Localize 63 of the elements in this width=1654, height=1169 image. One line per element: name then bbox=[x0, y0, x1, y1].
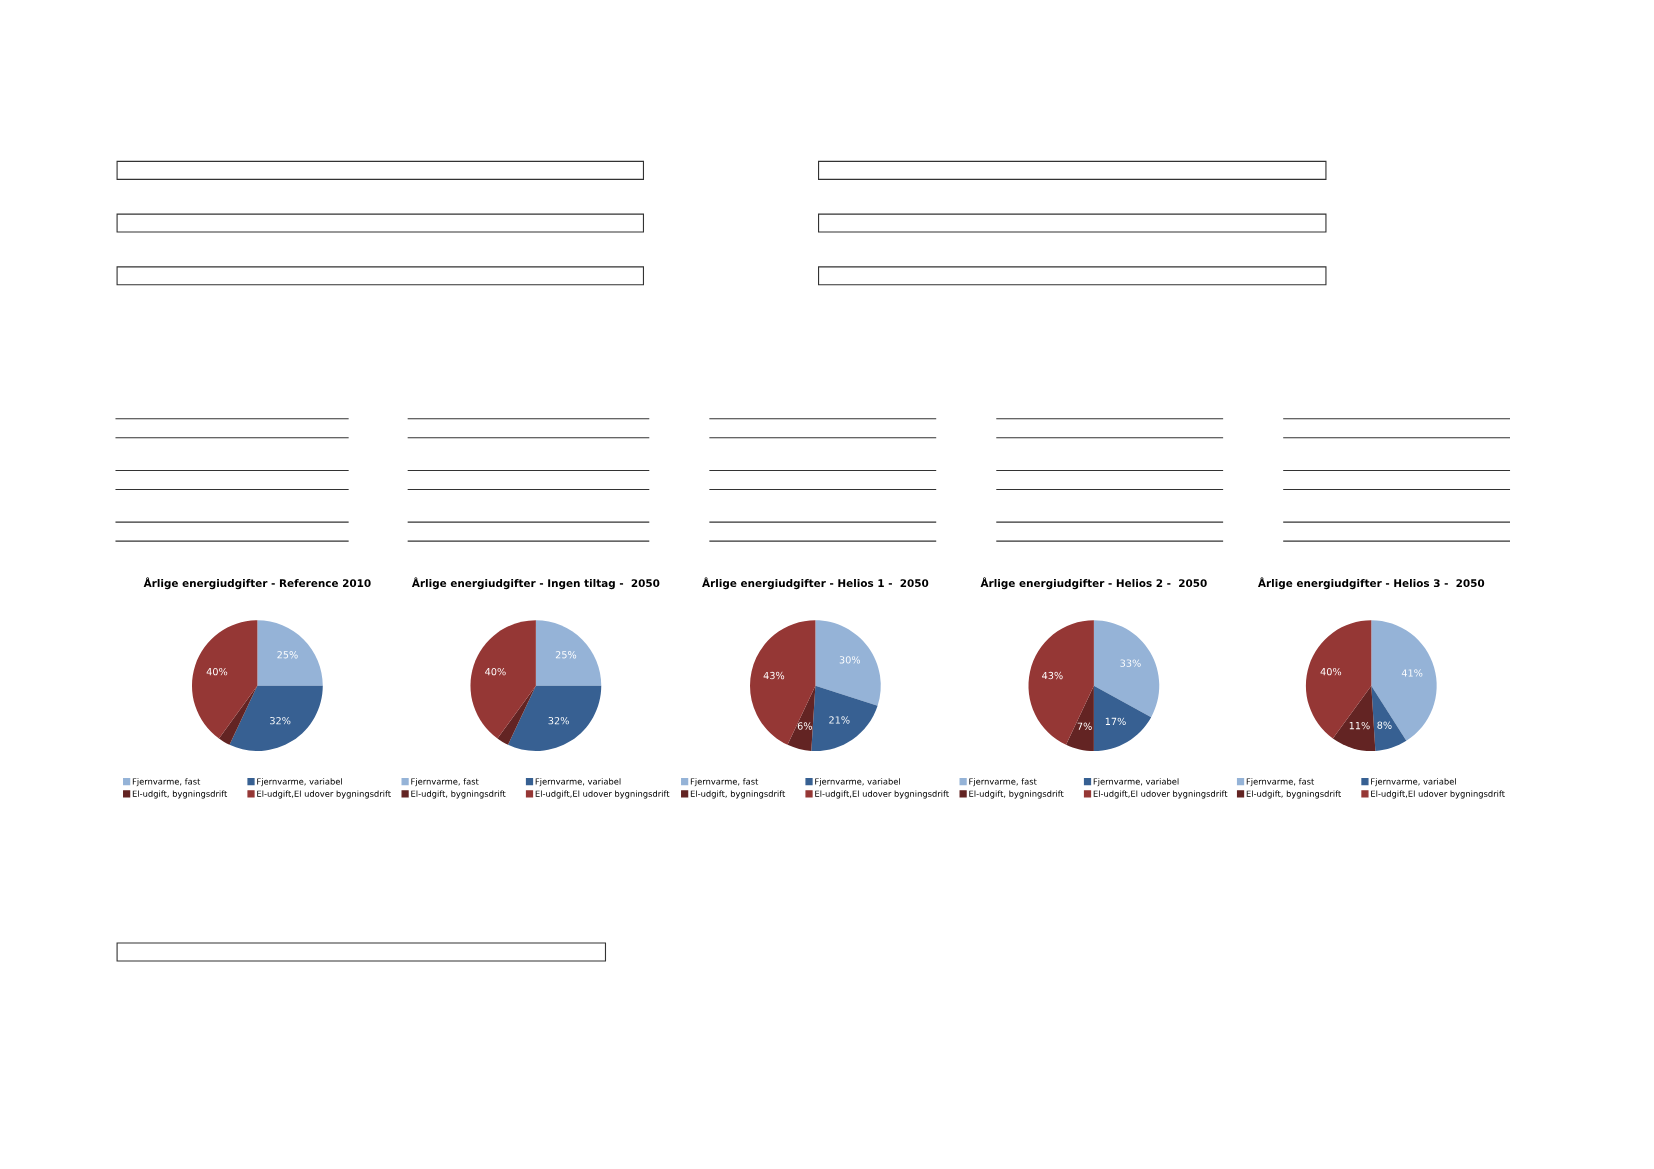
data-label: 33% bbox=[1120, 659, 1141, 667]
legend-label: Fjernvarme, variabel bbox=[815, 778, 900, 787]
data-label: 43% bbox=[1042, 671, 1063, 680]
data-label: 32% bbox=[548, 717, 569, 725]
pie-slice bbox=[508, 685, 602, 752]
data-label: 41% bbox=[1401, 669, 1423, 677]
pie-slice bbox=[1028, 620, 1094, 745]
pie-slice bbox=[535, 620, 602, 686]
legend-label: El-udgift, bygningsdrift bbox=[132, 790, 228, 799]
data-label: 32% bbox=[270, 717, 291, 725]
chart-title: Årlige energiudgifter - Ingen tiltag - 2050 bbox=[411, 577, 660, 590]
data-label: 43% bbox=[763, 671, 785, 680]
data-label: 7% bbox=[1077, 722, 1092, 730]
data-label: 8% bbox=[1377, 721, 1392, 729]
pie-slice bbox=[1093, 620, 1160, 718]
pie-slice bbox=[750, 620, 816, 745]
pie-slice bbox=[497, 685, 536, 745]
pie-slice bbox=[1305, 620, 1372, 739]
legend-label: El-udgift,El udover bygningsdrift bbox=[1371, 790, 1505, 799]
legend-label: El-udgift,El udover bygningsdrift bbox=[815, 790, 949, 799]
pie-slice bbox=[1332, 685, 1376, 752]
data-label: 11% bbox=[1349, 721, 1370, 730]
data-label: 17% bbox=[1105, 717, 1126, 726]
data-label: 40% bbox=[1320, 667, 1342, 676]
data-label: 30% bbox=[839, 656, 861, 664]
pie-slice bbox=[1371, 685, 1407, 751]
chart-title: Årlige energiudgifter - Helios 3 - 2050 bbox=[1257, 577, 1485, 590]
legend-label: Fjernvarme, fast bbox=[411, 778, 479, 787]
legend-label: El-udgift,El udover bygningsdrift bbox=[257, 790, 391, 799]
chart-title: Årlige energiudgifter - Reference 2010 bbox=[143, 577, 371, 590]
legend-label: Fjernvarme, fast bbox=[132, 778, 201, 787]
legend-label: Fjernvarme, fast bbox=[969, 778, 1037, 787]
pie-slice bbox=[1066, 685, 1094, 752]
chart-title: Årlige energiudgifter - Helios 2 - 2050 bbox=[980, 577, 1207, 590]
legend-label: El-udgift,El udover bygningsdrift bbox=[1093, 790, 1228, 799]
data-label: 6% bbox=[797, 722, 812, 730]
data-label: 25% bbox=[555, 651, 577, 659]
legend-label: Fjernvarme, variabel bbox=[1093, 778, 1179, 787]
legend-label: Fjernvarme, variabel bbox=[535, 778, 621, 787]
pie-slice bbox=[191, 620, 258, 739]
pie-slice bbox=[815, 620, 881, 706]
pie-slice bbox=[1093, 685, 1152, 752]
data-label: 40% bbox=[485, 667, 506, 676]
pie-slice bbox=[229, 685, 323, 752]
legend-label: Fjernvarme, variabel bbox=[1371, 778, 1456, 787]
data-label: 40% bbox=[206, 667, 228, 676]
data-label: 21% bbox=[829, 716, 850, 724]
pie-slice bbox=[787, 685, 816, 751]
legend-label: El-udgift, bygningsdrift bbox=[1246, 790, 1341, 799]
legend-label: Fjernvarme, fast bbox=[690, 778, 759, 787]
data-label: 25% bbox=[277, 651, 298, 659]
chart-title: Årlige energiudgifter - Helios 1 - 2050 bbox=[702, 577, 929, 590]
pie-slice bbox=[218, 685, 258, 745]
pie-slice bbox=[1371, 620, 1437, 741]
legend-label: Fjernvarme, variabel bbox=[257, 778, 342, 787]
pie-slice bbox=[811, 685, 878, 752]
legend-label: El-udgift, bygningsdrift bbox=[411, 790, 506, 799]
pie-slice bbox=[470, 620, 536, 739]
legend-label: El-udgift,El udover bygningsdrift bbox=[535, 790, 670, 799]
legend-label: El-udgift, bygningsdrift bbox=[690, 790, 786, 799]
pie-slice bbox=[257, 620, 323, 686]
legend-label: Fjernvarme, fast bbox=[1246, 778, 1315, 787]
legend-label: El-udgift, bygningsdrift bbox=[969, 790, 1064, 799]
